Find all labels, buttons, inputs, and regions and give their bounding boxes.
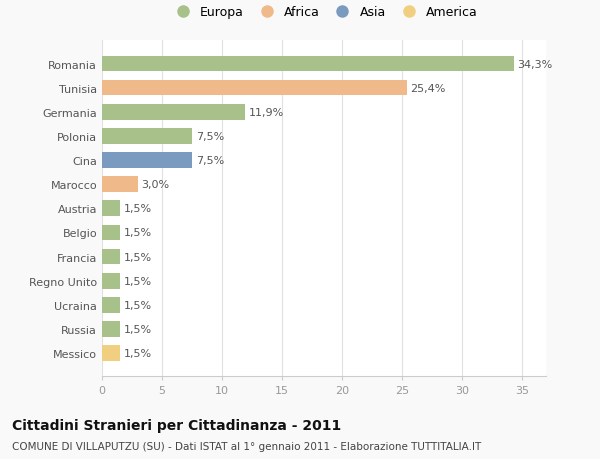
Bar: [102, 201, 120, 217]
Text: 7,5%: 7,5%: [196, 132, 224, 141]
Text: 1,5%: 1,5%: [124, 324, 152, 334]
Bar: [102, 273, 120, 289]
Bar: [102, 105, 245, 120]
Text: 1,5%: 1,5%: [124, 276, 152, 286]
Bar: [102, 153, 192, 168]
Bar: [102, 177, 138, 193]
Text: 34,3%: 34,3%: [517, 59, 553, 69]
Bar: [102, 346, 120, 361]
Text: 25,4%: 25,4%: [410, 84, 446, 94]
Legend: Europa, Africa, Asia, America: Europa, Africa, Asia, America: [167, 4, 481, 22]
Bar: [102, 297, 120, 313]
Text: COMUNE DI VILLAPUTZU (SU) - Dati ISTAT al 1° gennaio 2011 - Elaborazione TUTTITA: COMUNE DI VILLAPUTZU (SU) - Dati ISTAT a…: [12, 441, 481, 451]
Text: 11,9%: 11,9%: [248, 107, 284, 118]
Bar: [102, 129, 192, 145]
Bar: [102, 56, 514, 72]
Text: 1,5%: 1,5%: [124, 228, 152, 238]
Text: 1,5%: 1,5%: [124, 252, 152, 262]
Text: 7,5%: 7,5%: [196, 156, 224, 166]
Bar: [102, 225, 120, 241]
Text: 1,5%: 1,5%: [124, 348, 152, 358]
Text: 1,5%: 1,5%: [124, 204, 152, 214]
Bar: [102, 81, 407, 96]
Bar: [102, 249, 120, 265]
Text: 3,0%: 3,0%: [142, 180, 170, 190]
Text: 1,5%: 1,5%: [124, 300, 152, 310]
Text: Cittadini Stranieri per Cittadinanza - 2011: Cittadini Stranieri per Cittadinanza - 2…: [12, 418, 341, 431]
Bar: [102, 321, 120, 337]
